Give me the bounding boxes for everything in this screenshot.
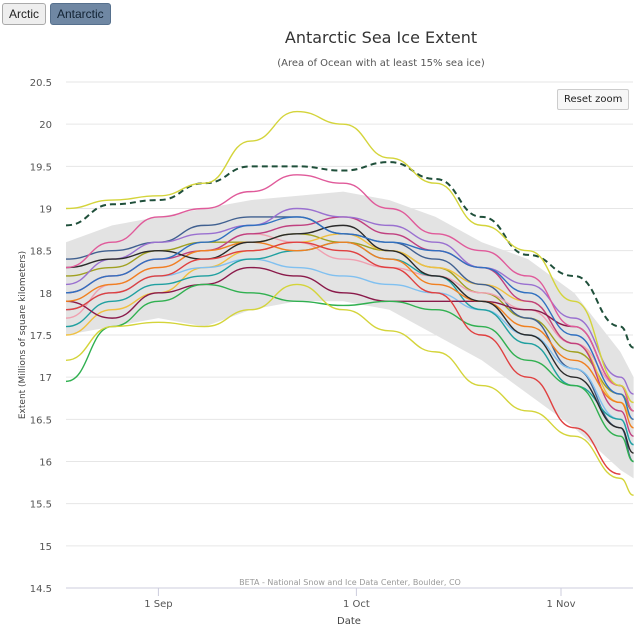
series-line[interactable] [65, 110, 634, 404]
series-line[interactable] [65, 224, 634, 454]
y-tick-label: 18.5 [30, 247, 52, 258]
series-line[interactable] [65, 161, 634, 349]
series-line[interactable] [65, 241, 634, 429]
x-tick-label: 1 Nov [546, 599, 575, 610]
y-tick-label: 17 [39, 373, 52, 384]
y-tick-label: 20 [39, 120, 52, 131]
series-line[interactable] [65, 283, 634, 496]
y-tick-label: 14.5 [30, 584, 52, 595]
arctic-button[interactable]: Arctic [2, 3, 46, 25]
chart-subtitle: (Area of Ocean with at least 15% sea ice… [277, 58, 485, 69]
interdecile-band [66, 191, 634, 479]
chart-title: Antarctic Sea Ice Extent [285, 28, 477, 47]
reset-zoom-button[interactable]: Reset zoom [557, 89, 630, 110]
y-tick-label: 19.5 [30, 162, 52, 173]
x-tick-label: 1 Oct [343, 599, 370, 610]
y-tick-label: 17.5 [30, 331, 52, 342]
y-tick-label: 15.5 [30, 500, 52, 511]
credits[interactable]: BETA - National Snow and Ice Data Center… [239, 578, 461, 587]
y-tick-label: 15 [39, 542, 52, 553]
y-tick-label: 16.5 [30, 415, 52, 426]
y-tick-label: 18 [39, 289, 52, 300]
y-tick-label: 20.5 [30, 78, 52, 89]
series-line[interactable] [65, 207, 634, 395]
series-line[interactable] [65, 216, 634, 421]
series-line[interactable] [65, 241, 621, 475]
series-line[interactable] [65, 174, 634, 412]
y-axis-title: Extent (Millions of square kilometers) [18, 251, 28, 419]
x-axis-title: Date [337, 616, 361, 627]
series-line[interactable] [65, 216, 634, 437]
x-tick-label: 1 Sep [144, 599, 172, 610]
y-tick-label: 19 [39, 205, 52, 216]
series-line[interactable] [65, 283, 634, 463]
y-tick-label: 16 [39, 458, 52, 469]
antarctic-button[interactable]: Antarctic [50, 3, 111, 25]
